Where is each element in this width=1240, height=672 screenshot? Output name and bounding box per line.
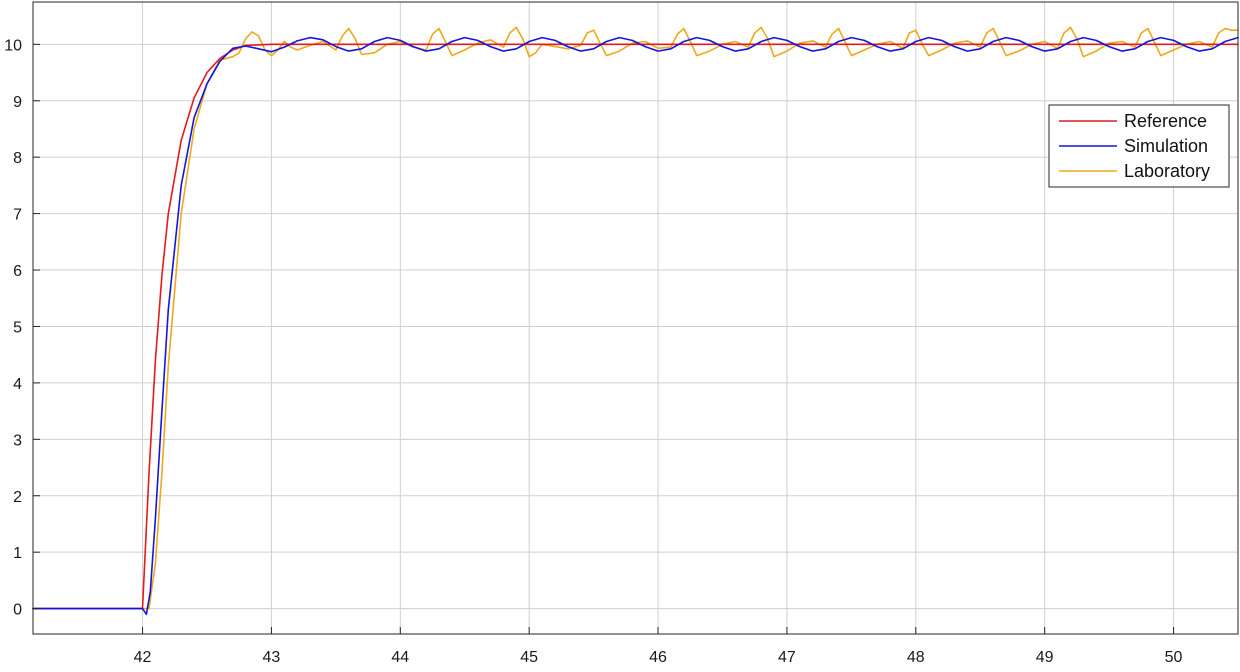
plot-background bbox=[33, 2, 1238, 634]
x-tick-label: 44 bbox=[391, 649, 409, 666]
grid-lines bbox=[33, 2, 1238, 634]
series-line-laboratory bbox=[32, 26, 1239, 610]
y-tick-label: 6 bbox=[13, 263, 22, 280]
x-tick-label: 49 bbox=[1036, 649, 1054, 666]
y-tick-label: 0 bbox=[13, 602, 22, 619]
series-line-simulation bbox=[32, 36, 1239, 616]
y-tick-label: 4 bbox=[13, 376, 22, 393]
series-layer bbox=[32, 26, 1239, 616]
x-tick-label: 50 bbox=[1165, 649, 1183, 666]
y-tick-label: 1 bbox=[13, 545, 22, 562]
y-tick-label: 8 bbox=[13, 150, 22, 167]
legend-label-laboratory: Laboratory bbox=[1124, 161, 1210, 181]
y-tick-label: 2 bbox=[13, 489, 22, 506]
legend[interactable]: Reference Simulation Laboratory bbox=[1048, 104, 1230, 188]
y-tick-label: 5 bbox=[13, 319, 22, 336]
y-tick-label: 9 bbox=[13, 94, 22, 111]
x-tick-label: 48 bbox=[907, 649, 925, 666]
x-tick-label: 46 bbox=[649, 649, 667, 666]
x-tick-label: 45 bbox=[520, 649, 538, 666]
x-tick-label: 42 bbox=[134, 649, 152, 666]
x-tick-label: 43 bbox=[263, 649, 281, 666]
y-tick-label: 10 bbox=[4, 37, 22, 54]
legend-label-reference: Reference bbox=[1124, 111, 1207, 131]
x-tick-label: 47 bbox=[778, 649, 796, 666]
y-tick-label: 3 bbox=[13, 432, 22, 449]
plot-frame bbox=[32, 1, 1239, 635]
y-tick-label: 7 bbox=[13, 207, 22, 224]
legend-label-simulation: Simulation bbox=[1124, 136, 1208, 156]
